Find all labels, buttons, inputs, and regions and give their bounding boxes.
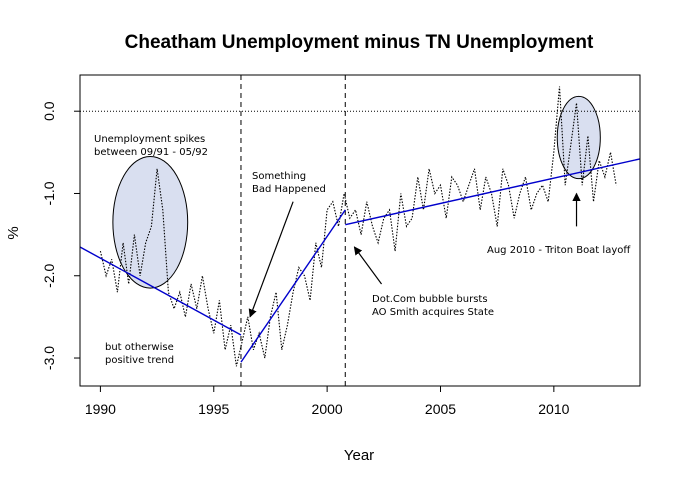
annotation-positive-trend: but otherwise positive trend	[105, 342, 177, 366]
y-tick-label-1: -1.0	[41, 181, 57, 205]
annotation-arrow-3	[353, 246, 383, 285]
trend-line-2	[240, 209, 346, 363]
chart-title: Cheatham Unemployment minus TN Unemploym…	[125, 32, 594, 53]
annotation-arrow-2	[248, 201, 294, 318]
annotation-dotcom-line-1: Dot.Com bubble bursts	[372, 294, 488, 305]
highlight-ellipse-1	[112, 155, 189, 289]
x-tick-label-1990: 1990	[85, 401, 116, 417]
annotation-spikes-line-1: Unemployment spikes	[94, 134, 205, 145]
y-axis-label: %	[5, 226, 22, 239]
annotation-spikes-line-2: between 09/91 - 05/92	[94, 147, 208, 158]
annotation-positive-trend-line-2: positive trend	[105, 355, 174, 366]
x-tick-label-2005: 2005	[425, 401, 456, 417]
annotation-positive-trend-line-1: but otherwise	[105, 342, 174, 353]
y-tick-label-0: 0.0	[41, 101, 57, 121]
trend-line-3	[345, 158, 641, 226]
y-tick-label-2: -2.0	[41, 263, 57, 287]
annotation-something-bad-line-2: Bad Happened	[252, 184, 326, 195]
annotation-triton: Aug 2010 - Triton Boat layoff	[487, 245, 631, 256]
x-axis-label: Year	[344, 447, 374, 464]
annotation-something-bad-line-1: Something	[252, 171, 306, 182]
x-tick-label-2010: 2010	[538, 401, 569, 417]
annotation-dotcom: Dot.Com bubble bursts AO Smith acquires …	[372, 294, 494, 318]
annotation-dotcom-line-2: AO Smith acquires State	[372, 307, 494, 318]
trend-line-1	[79, 246, 242, 336]
y-tick-label-3: -3.0	[41, 346, 57, 370]
annotation-something-bad: Something Bad Happened	[252, 171, 326, 195]
x-tick-label-2000: 2000	[312, 401, 343, 417]
x-tick-label-1995: 1995	[198, 401, 229, 417]
plot-frame	[79, 74, 641, 387]
annotation-spikes: Unemployment spikes between 09/91 - 05/9…	[94, 134, 208, 158]
